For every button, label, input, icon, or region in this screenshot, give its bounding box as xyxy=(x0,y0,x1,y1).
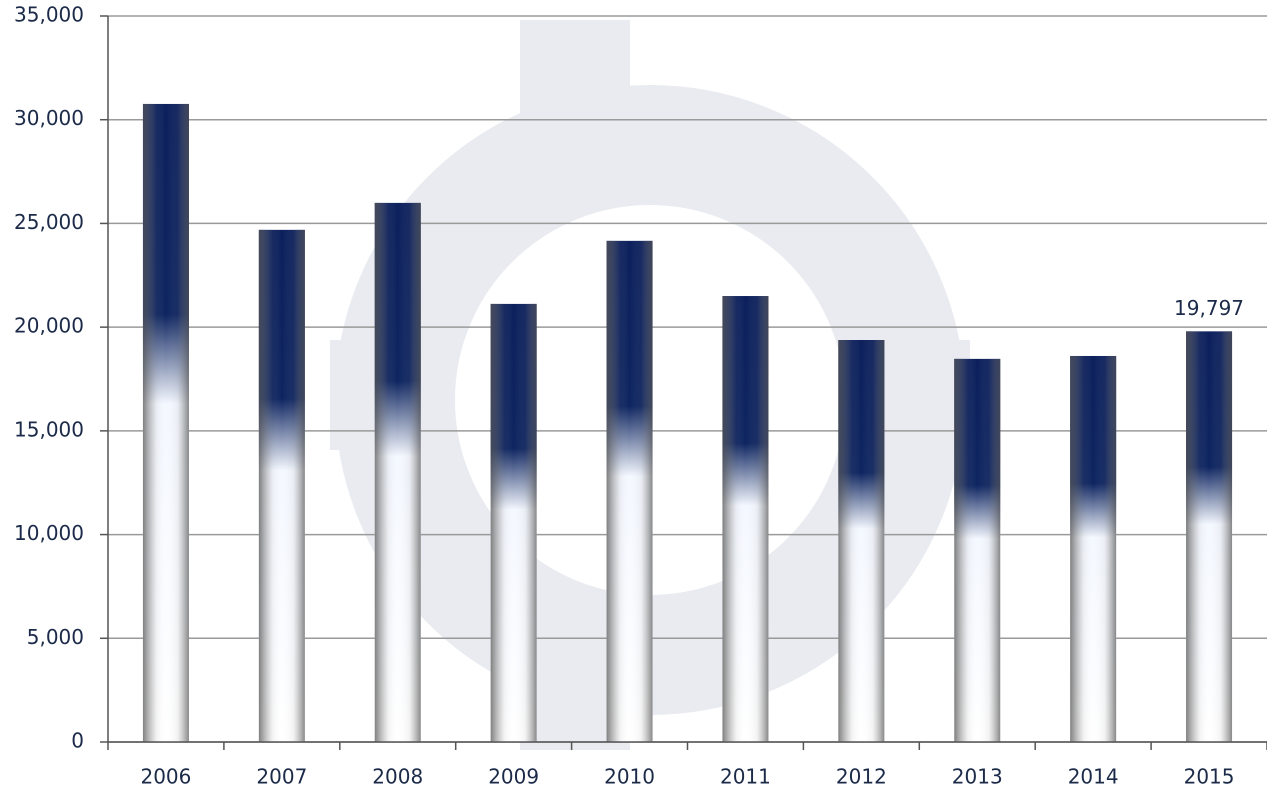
x-tick-label: 2010 xyxy=(604,765,655,789)
y-tick-label: 15,000 xyxy=(14,417,84,441)
bar xyxy=(1070,355,1117,742)
bar xyxy=(374,202,421,743)
y-tick-label: 10,000 xyxy=(14,521,84,545)
bar xyxy=(490,303,537,742)
x-tick-label: 2015 xyxy=(1184,765,1235,789)
bar xyxy=(258,229,305,742)
x-tick-label: 2009 xyxy=(488,765,539,789)
x-tick-label: 2007 xyxy=(256,765,307,789)
x-tick-label: 2012 xyxy=(836,765,887,789)
bar xyxy=(838,340,885,742)
y-tick-label: 25,000 xyxy=(14,210,84,234)
value-label: 19,797 xyxy=(1174,296,1244,320)
x-tick-label: 2014 xyxy=(1068,765,1119,789)
bar xyxy=(1186,331,1233,742)
y-tick-label: 20,000 xyxy=(14,314,84,338)
bar xyxy=(722,296,769,742)
x-tick-label: 2008 xyxy=(372,765,423,789)
bar xyxy=(954,358,1001,742)
y-tick-label: 0 xyxy=(71,729,84,753)
y-tick-label: 5,000 xyxy=(27,625,84,649)
x-tick-label: 2013 xyxy=(952,765,1003,789)
y-tick-label: 30,000 xyxy=(14,106,84,130)
x-tick-label: 2011 xyxy=(720,765,771,789)
bar xyxy=(142,103,189,743)
y-tick-label: 35,000 xyxy=(14,3,84,27)
x-tick-label: 2006 xyxy=(140,765,191,789)
bar xyxy=(606,240,653,742)
